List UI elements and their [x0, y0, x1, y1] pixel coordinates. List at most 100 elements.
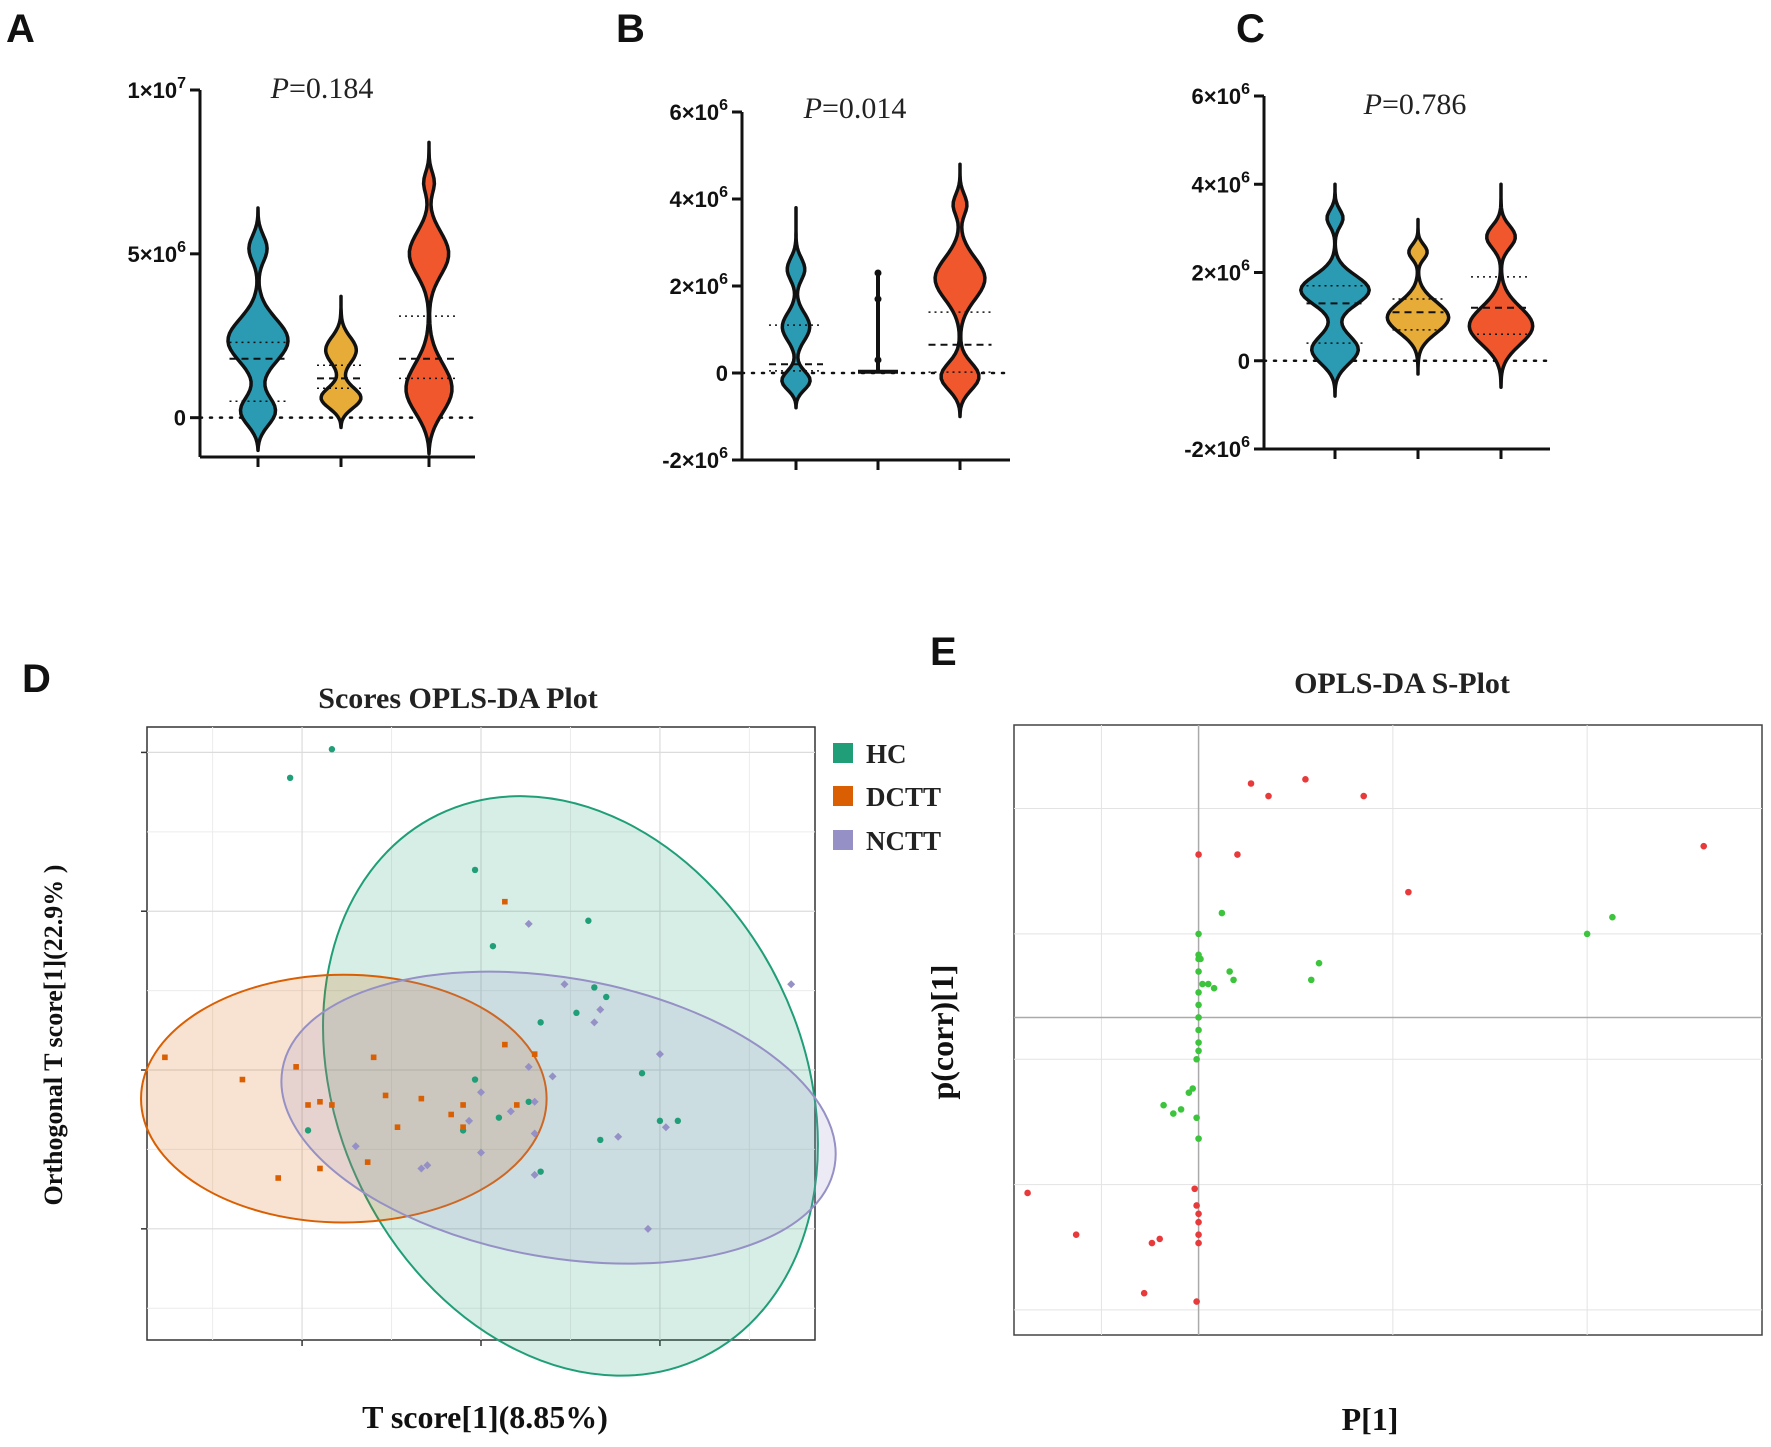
score-point-nctt: [417, 1164, 426, 1173]
confidence-ellipse-nctt: [280, 970, 837, 1265]
score-point-hc: [328, 746, 336, 753]
score-point-nctt: [524, 1062, 533, 1071]
y-tick-label: 0: [716, 361, 728, 386]
score-point-dctt: [239, 1076, 246, 1083]
y-tick-label: 1×107: [128, 75, 187, 103]
plot-frame: [1013, 724, 1763, 1336]
variable-point-red: [1148, 1239, 1156, 1247]
variable-point-green: [1204, 980, 1212, 988]
variable-point-green: [1193, 1055, 1200, 1063]
variable-point-red: [1234, 851, 1241, 858]
score-point-nctt: [506, 1107, 515, 1116]
s-plot: [1013, 724, 1763, 1336]
score-point-hc: [525, 1098, 532, 1105]
score-point-hc: [603, 993, 610, 1001]
score-point-dctt: [382, 1092, 389, 1099]
score-point-hc: [537, 1168, 544, 1175]
scores-legend: HC DCTT NCTT: [833, 739, 941, 856]
variable-point-green: [1195, 1026, 1202, 1034]
score-point-dctt: [317, 1098, 323, 1105]
scores-plot-title: Scores OPLS-DA Plot: [318, 682, 597, 715]
variable-point-green: [1195, 1001, 1202, 1009]
variable-point-green: [1195, 1047, 1202, 1055]
variable-point-green: [1315, 959, 1323, 967]
variable-point-green: [1195, 968, 1202, 975]
variable-point-red: [1193, 1298, 1200, 1305]
score-point-dctt: [460, 1102, 466, 1108]
score-point-nctt: [530, 1097, 539, 1106]
variable-point-green: [1185, 1089, 1193, 1096]
variable-point-green: [1195, 1014, 1202, 1021]
panel-letter-a: A: [6, 7, 35, 51]
variable-point-red: [1360, 792, 1368, 800]
legend-swatch-nctt: [833, 830, 853, 850]
variable-point-red: [1265, 792, 1272, 800]
variable-point-green: [1189, 1085, 1197, 1092]
variable-point-green: [1160, 1101, 1167, 1109]
variable-point-red: [1195, 851, 1202, 858]
score-point-dctt: [293, 1064, 299, 1070]
y-tick-label: -2×106: [662, 445, 728, 473]
variable-point-red: [1156, 1235, 1164, 1243]
violin-panel-a: 0 5×106 1×107 P=0.184: [128, 72, 477, 467]
variable-point-red: [1140, 1289, 1148, 1297]
variable-point-green: [1609, 913, 1616, 921]
variable-point-green: [1210, 984, 1218, 992]
score-point-dctt: [513, 1102, 520, 1108]
legend-swatch-hc: [833, 743, 853, 763]
variable-point-green: [1177, 1106, 1185, 1113]
violin-nctt: [1299, 182, 1371, 398]
legend-swatch-dctt: [833, 786, 853, 806]
violin-nctt: [226, 206, 290, 453]
scores-y-axis-label: Orthogonal T score[1](22.9% ): [39, 865, 68, 1206]
score-point-nctt: [477, 1088, 485, 1097]
variable-point-green: [1195, 989, 1202, 996]
score-point-dctt: [370, 1054, 377, 1061]
score-point-hc: [489, 942, 497, 950]
p-value-label: P=0.786: [1363, 88, 1467, 121]
score-point-nctt: [590, 1018, 599, 1027]
variable-point-green: [1307, 976, 1315, 984]
variable-point-red: [1405, 888, 1412, 896]
score-point-hc: [471, 866, 479, 874]
score-point-nctt: [530, 1170, 539, 1179]
variable-point-green: [1193, 1114, 1200, 1122]
y-tick-label: 0: [174, 406, 186, 431]
variable-point-red: [1195, 1218, 1202, 1226]
violin-dctt: [319, 294, 363, 430]
variable-point-red: [1700, 842, 1708, 850]
score-point-hc: [495, 1114, 503, 1121]
violin-hc: [933, 162, 987, 419]
score-point-nctt: [548, 1072, 557, 1081]
score-point-dctt: [531, 1051, 538, 1057]
splot-title: OPLS-DA S-Plot: [1294, 667, 1510, 700]
variable-point-green: [1195, 1135, 1202, 1142]
variable-point-red: [1195, 1231, 1202, 1239]
score-point-hc: [656, 1117, 664, 1125]
score-point-hc: [471, 1076, 479, 1083]
variable-point-green: [1199, 980, 1206, 988]
score-point-hc: [286, 774, 294, 782]
variable-point-red: [1247, 780, 1255, 787]
scores-plot: [140, 726, 837, 1377]
legend-label-dctt: DCTT: [866, 782, 941, 812]
score-point-hc: [585, 917, 592, 924]
score-point-hc: [304, 1127, 312, 1134]
score-point-dctt: [364, 1159, 371, 1165]
p-value-label: P=0.184: [270, 72, 374, 105]
score-point-hc: [674, 1117, 682, 1125]
y-tick-label: 4×106: [1192, 169, 1251, 197]
score-point-nctt: [655, 1050, 664, 1059]
data-point: [874, 295, 882, 303]
score-point-dctt: [162, 1054, 168, 1061]
data-point: [874, 269, 882, 277]
score-point-dctt: [329, 1102, 335, 1108]
variable-point-green: [1195, 930, 1202, 938]
variable-point-green: [1230, 976, 1237, 984]
score-point-hc: [638, 1070, 646, 1077]
legend-label-hc: HC: [866, 739, 907, 769]
data-point: [874, 356, 882, 364]
violin-panel-c: -2×106 0 2×106 4×106 6×106 P=0.786: [1184, 81, 1552, 462]
y-tick-label: 0: [1238, 349, 1250, 374]
